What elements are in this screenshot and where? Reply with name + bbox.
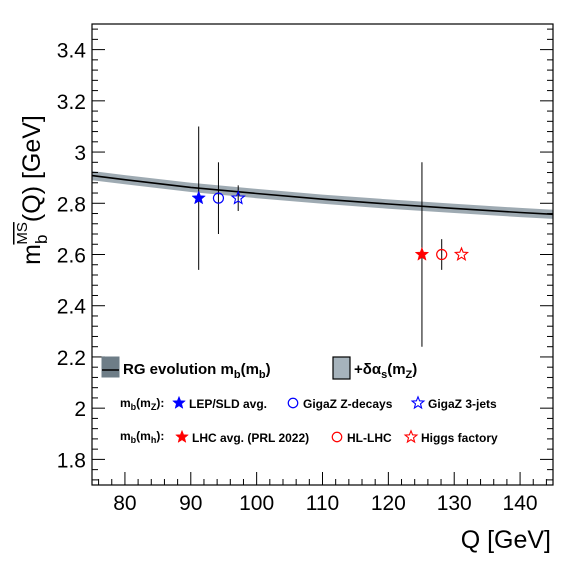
legend-marker: [172, 395, 186, 409]
legend-entry-label: HL-LHC: [347, 431, 392, 445]
x-tick-label: 130: [437, 492, 472, 515]
data-point: [436, 248, 448, 261]
legend-entry-label: GigaZ Z-decays: [303, 397, 393, 411]
legend-marker: [287, 397, 299, 409]
y-tick-label: 2.6: [57, 245, 86, 268]
y-tick-label: 2.8: [57, 193, 86, 216]
svg-text:mbMS(Q) [GeV]: mbMS(Q) [GeV]: [14, 115, 51, 265]
x-tick-label: 140: [503, 492, 538, 515]
legend-entry-label: LHC avg. (PRL 2022): [192, 431, 309, 445]
x-tick-label: 80: [113, 492, 136, 515]
y-axis-title-sub: b: [32, 235, 51, 244]
legend-entry-label: LEP/SLD avg.: [189, 397, 267, 411]
y-axis-title-rest: (Q) [GeV]: [18, 115, 46, 222]
band-layer: [91, 171, 554, 219]
x-tick-label: 90: [179, 492, 202, 515]
legend-band-swatch: [101, 356, 120, 378]
data-point: [453, 246, 470, 262]
data-point: [191, 190, 206, 205]
x-tick-label: 120: [371, 492, 406, 515]
legend-marker: [410, 395, 426, 410]
y-tick-label: 1.8: [57, 449, 86, 472]
x-tick-label: 100: [239, 492, 274, 515]
data-point: [414, 246, 430, 261]
y-tick-label: 3.4: [57, 40, 87, 63]
legend-row1-prefix: mb(mZ):: [120, 396, 164, 412]
y-axis-title-sup: MS: [14, 222, 31, 245]
points-layer: [191, 126, 470, 347]
y-tick-label: 2.2: [57, 347, 86, 370]
data-point: [230, 190, 246, 205]
y-tick-label: 3: [74, 142, 86, 165]
y-tick-label: 3.2: [57, 91, 86, 114]
y-tick-label: 2.4: [57, 296, 87, 319]
legend-marker: [403, 429, 419, 444]
y-axis-title: mbMS(Q) [GeV]: [14, 115, 51, 265]
legend-marker: [175, 429, 189, 443]
y-tick-label: 2: [74, 398, 86, 421]
legend-entry-label: Higgs factory: [421, 431, 498, 445]
legend: RG evolution mb(mb) +δαs(mZ) mb(mZ): mb(…: [101, 356, 498, 445]
legend-alpha-swatch: [332, 356, 351, 380]
legend-rg-evolution: RG evolution mb(mb): [123, 361, 271, 381]
legend-alpha-s: +δαs(mZ): [354, 361, 417, 381]
y-axis-title-main: m: [18, 244, 46, 265]
rg-evolution-band: [92, 171, 553, 219]
legend-row2-prefix: mb(mh):: [120, 429, 164, 445]
ticks-layer: 80 90 100 110 120 130 140 1.8 2 2.2 2.4 2.6 2.8 3 3.2 3…: [57, 28, 553, 515]
legend-entries: LEP/SLD avg. GigaZ Z-decays GigaZ 3-jets LH…: [172, 395, 498, 445]
x-axis-title: Q [GeV]: [461, 526, 551, 554]
data-point: [212, 192, 225, 204]
plot-frame: [91, 23, 554, 486]
legend-entry-label: GigaZ 3-jets: [428, 397, 497, 411]
rg-evolution-line: [91, 174, 554, 216]
x-tick-label: 110: [306, 492, 339, 515]
legend-marker: [331, 431, 343, 443]
